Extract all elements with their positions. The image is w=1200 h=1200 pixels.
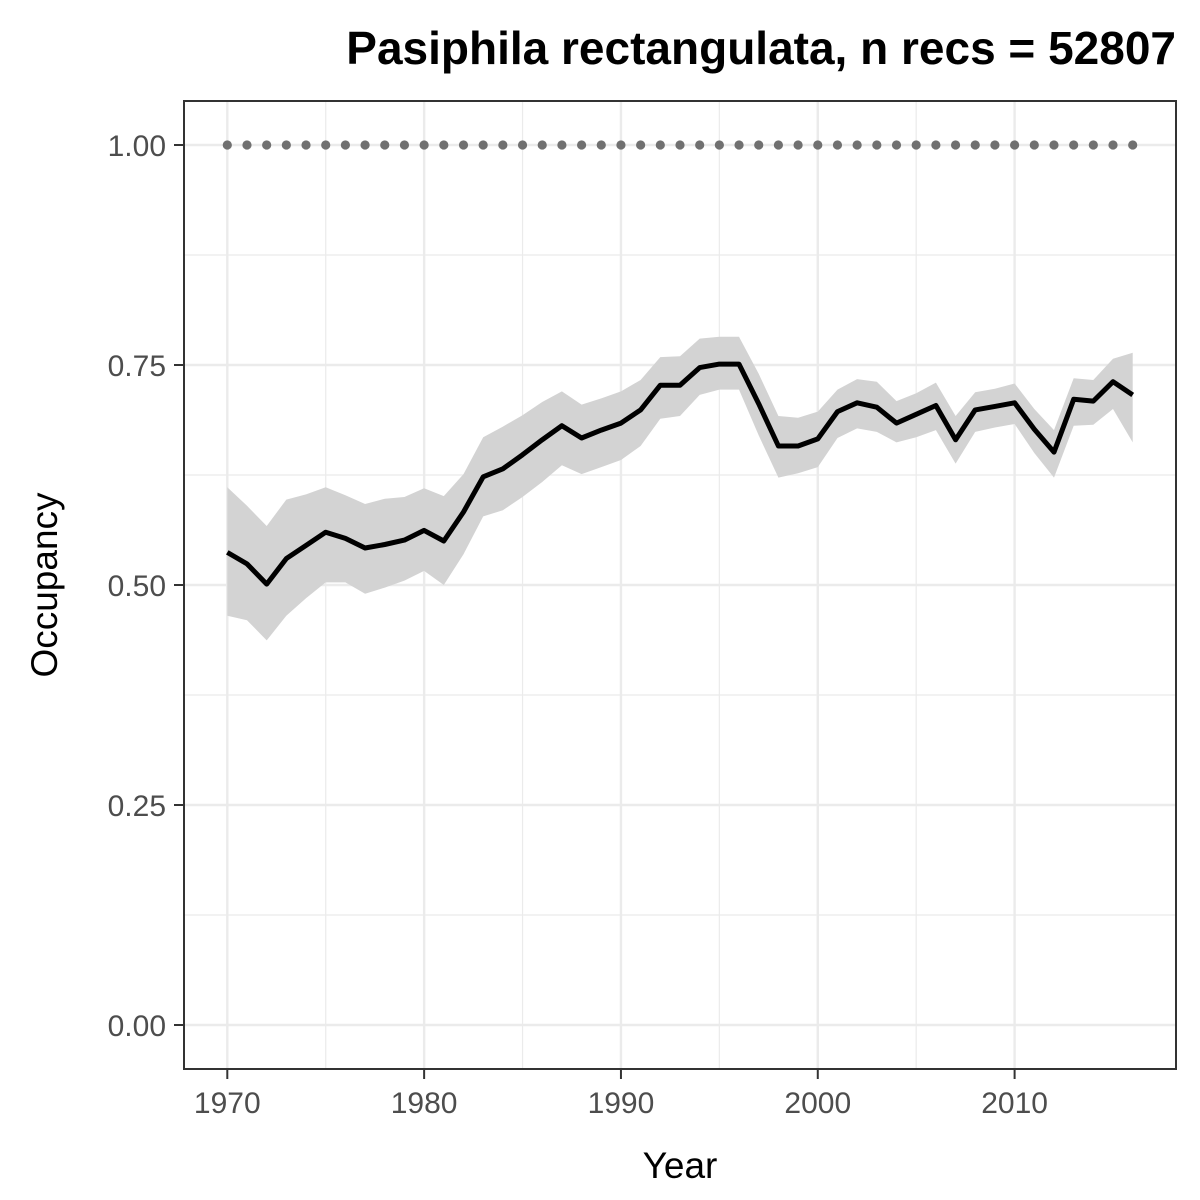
reference-point [911, 140, 921, 150]
chart-title: Pasiphila rectangulata, n recs = 52807 [346, 22, 1176, 74]
reference-point [891, 140, 902, 150]
reference-point [931, 140, 941, 150]
reference-point [872, 140, 882, 150]
reference-point [576, 140, 587, 150]
reference-point [773, 140, 784, 150]
reference-point [1069, 140, 1079, 150]
reference-point [242, 140, 252, 150]
reference-point [793, 140, 803, 150]
reference-point [1010, 140, 1020, 150]
x-axis-ticks: 1970 1980 1990 2000 2010 [194, 1069, 1048, 1120]
reference-point [852, 140, 862, 150]
y-axis-title: Occupancy [24, 492, 65, 678]
y-tick-label: 0.25 [108, 790, 166, 823]
reference-point [596, 140, 606, 150]
reference-point [714, 140, 724, 150]
reference-point [813, 140, 823, 150]
reference-point [1128, 140, 1138, 150]
reference-point [1049, 140, 1059, 150]
x-tick-label: 1980 [391, 1087, 458, 1120]
reference-point [478, 140, 488, 150]
reference-point [380, 140, 390, 150]
reference-point [734, 140, 744, 150]
reference-line-dotted [222, 140, 1138, 150]
reference-point [655, 140, 665, 150]
reference-point [950, 140, 961, 150]
reference-point [754, 140, 764, 150]
reference-point [458, 140, 469, 150]
reference-point [675, 140, 685, 150]
reference-point [832, 140, 843, 150]
reference-point [1088, 140, 1098, 150]
occupancy-trend-line [226, 361, 1135, 587]
x-tick-label: 1970 [194, 1087, 261, 1120]
x-tick-label: 2010 [981, 1087, 1048, 1120]
reference-point [1029, 140, 1039, 150]
reference-point [340, 140, 350, 150]
reference-point [557, 140, 567, 150]
y-tick-label: 0.75 [108, 350, 166, 383]
reference-point [498, 140, 508, 150]
reference-point [970, 140, 980, 150]
reference-point [990, 140, 1000, 150]
reference-point [616, 140, 626, 150]
reference-point [537, 140, 547, 150]
reference-point [419, 140, 429, 150]
reference-point [439, 140, 449, 150]
y-axis-ticks: 0.00 0.25 0.50 0.75 1.00 [108, 130, 184, 1043]
confidence-ribbon [227, 336, 1133, 641]
reference-point [399, 140, 410, 150]
reference-point [262, 140, 272, 150]
x-axis-title: Year [643, 1145, 718, 1186]
reference-point [636, 140, 646, 150]
reference-point [695, 140, 705, 150]
reference-point [517, 140, 528, 150]
y-tick-label: 1.00 [108, 130, 166, 163]
reference-point [222, 140, 232, 150]
reference-point [281, 140, 291, 150]
reference-point [1108, 140, 1118, 150]
y-tick-label: 0.50 [108, 570, 166, 603]
reference-point [301, 140, 311, 150]
x-tick-label: 1990 [588, 1087, 655, 1120]
y-tick-label: 0.00 [108, 1010, 166, 1043]
reference-point [321, 140, 331, 150]
reference-point [360, 140, 370, 150]
x-tick-label: 2000 [784, 1087, 851, 1120]
